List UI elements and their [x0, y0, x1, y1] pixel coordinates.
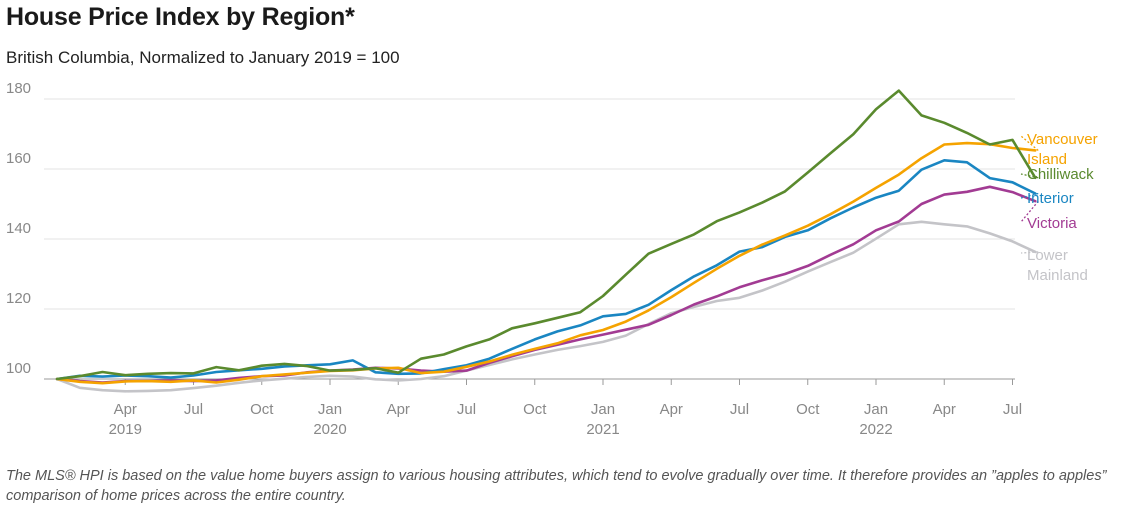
y-tick-label-140: 140 [6, 220, 31, 237]
x-tick-label: Jan [318, 401, 342, 418]
series-label-vancouver-island: Island [1027, 151, 1067, 168]
y-tick-label-120: 120 [6, 290, 31, 307]
x-year-label: 2021 [586, 421, 619, 438]
line-chart: 100 120 140 160 180 Apr 2019 Jul Oct Jan 2020 Apr J… [6, 80, 1098, 438]
series-label-victoria: Victoria [1027, 215, 1077, 232]
series-lines [55, 89, 1037, 393]
chart-title: House Price Index by Region* [6, 3, 355, 31]
y-axis: 100 120 140 160 180 [6, 80, 31, 377]
series-line-vancouver-island [55, 141, 1037, 385]
x-tick-label: Jul [730, 401, 749, 418]
footnote: The MLS® HPI is based on the value home … [6, 468, 1107, 504]
x-tick-label: Apr [660, 401, 683, 418]
x-tick-label: Jul [457, 401, 476, 418]
series-line-lower-mainland [55, 220, 1037, 393]
series-leader-interior [1020, 192, 1039, 199]
series-leader-lower-mainland [1020, 251, 1039, 254]
x-tick-label: Apr [933, 401, 956, 418]
grid-lines [44, 98, 1015, 380]
series-leader-victoria [1020, 200, 1039, 223]
series-label-chilliwack: Chilliwack [1027, 166, 1094, 183]
series-labels: Lower Mainland Victoria Interior Vancouver Is… [1020, 131, 1098, 284]
y-tick-label-160: 160 [6, 150, 31, 167]
x-year-label: 2019 [109, 421, 142, 438]
series-label-lower-mainland: Mainland [1027, 267, 1088, 284]
x-axis: Apr 2019 Jul Oct Jan 2020 Apr Jul Oct Jan 2021 Apr J… [109, 379, 1022, 438]
series-line-chilliwack [55, 89, 1037, 381]
series-line-interior [55, 159, 1037, 381]
x-tick-label: Jul [1003, 401, 1022, 418]
x-year-label: 2022 [859, 421, 892, 438]
y-tick-label-180: 180 [6, 80, 31, 97]
series-label-vancouver-island: Vancouver [1027, 131, 1098, 148]
x-tick-label: Apr [114, 401, 137, 418]
series-leader-chilliwack [1020, 173, 1039, 179]
x-year-label: 2020 [313, 421, 346, 438]
x-tick-label: Jan [864, 401, 888, 418]
x-tick-label: Jan [591, 401, 615, 418]
x-tick-label: Oct [523, 401, 547, 418]
y-tick-label-100: 100 [6, 360, 31, 377]
chart-subtitle: British Columbia, Normalized to January … [6, 48, 400, 67]
x-tick-label: Jul [184, 401, 203, 418]
series-label-lower-mainland: Lower [1027, 247, 1068, 264]
x-tick-label: Oct [250, 401, 274, 418]
x-tick-label: Oct [796, 401, 820, 418]
x-tick-label: Apr [387, 401, 410, 418]
series-label-interior: Interior [1027, 190, 1074, 207]
